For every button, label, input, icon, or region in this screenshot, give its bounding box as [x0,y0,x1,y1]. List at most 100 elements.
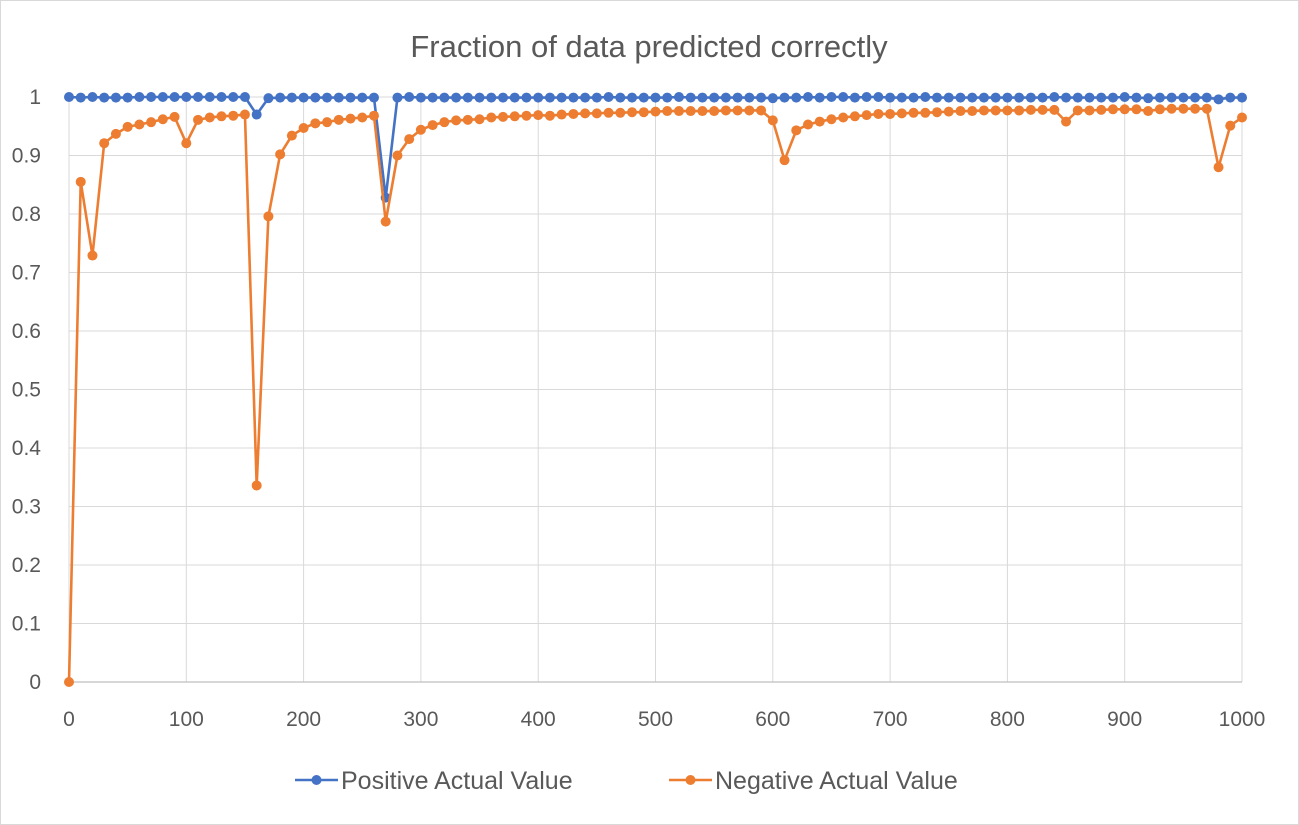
data-point [662,106,673,117]
data-point [404,92,415,102]
data-point [1154,104,1165,115]
x-tick-label: 1000 [1219,708,1266,731]
data-point [967,92,978,103]
data-point [333,114,344,125]
data-point [474,92,485,103]
data-point [498,111,509,122]
data-point [908,92,919,103]
data-point [486,92,497,103]
data-point [533,110,544,121]
data-point [1084,105,1095,116]
data-point [216,92,227,102]
data-point [591,108,602,119]
y-tick-label: 0 [29,671,41,694]
data-point [345,92,356,103]
series-negative [64,103,1247,687]
data-point [615,107,626,118]
data-point [1107,104,1118,115]
data-point [1154,92,1165,103]
data-point [357,92,368,103]
data-point [638,92,649,103]
data-point [169,111,180,122]
data-point [861,110,872,121]
data-point [392,92,403,103]
data-point [556,92,567,103]
data-point [1096,104,1107,115]
data-point [1213,162,1224,173]
y-tick-label: 0.8 [12,203,41,226]
data-point [415,92,426,103]
data-point [1119,104,1130,115]
data-point [1014,105,1025,116]
data-point [779,92,790,103]
data-point [392,150,403,161]
data-point [556,109,567,120]
data-point [896,92,907,103]
data-point [1166,103,1177,114]
data-point [1131,104,1142,115]
data-point [357,112,368,123]
data-point [673,106,684,117]
data-point [791,125,802,136]
data-point [1072,105,1083,116]
data-point [838,92,849,102]
legend-item: Positive Actual Value [295,767,573,795]
data-point [275,92,286,103]
data-point [181,138,192,149]
data-point [1037,104,1048,115]
data-point [146,92,157,102]
data-point [955,92,966,103]
data-point [1096,92,1107,103]
data-point [885,108,896,119]
data-point [251,109,262,120]
legend-marker [311,775,322,785]
data-point [779,155,790,166]
data-point [1025,104,1036,115]
data-point [122,121,133,132]
data-point [1061,116,1072,127]
data-point [685,92,696,103]
data-point [146,117,157,128]
data-point [838,112,849,123]
data-point [181,92,192,102]
data-point [64,677,74,687]
data-point [110,128,121,139]
data-point [509,111,520,122]
data-point [955,106,966,117]
data-point [110,92,121,103]
data-point [134,92,145,102]
data-point [978,105,989,116]
data-point [368,110,379,121]
y-tick-label: 0.2 [12,554,41,577]
data-point [404,134,415,145]
x-tick-label: 900 [1107,708,1142,731]
data-point [286,130,297,141]
data-point [99,92,110,103]
data-point [603,92,614,102]
legend-label: Negative Actual Value [715,767,958,795]
y-tick-label: 0.6 [12,320,41,343]
data-point [932,92,943,103]
data-point [521,92,532,103]
data-point [650,106,661,117]
data-point [580,92,591,103]
data-point [122,92,133,103]
legend-item: Negative Actual Value [669,767,958,795]
data-point [474,114,485,125]
data-point [920,92,931,102]
data-point [75,176,86,187]
data-point [1025,92,1036,103]
y-tick-label: 0.5 [12,379,41,402]
data-point [509,92,520,103]
data-point [662,92,673,103]
data-point [1201,92,1212,103]
data-point [345,113,356,124]
x-tick-label: 0 [63,708,75,731]
data-point [544,110,555,121]
data-point [732,92,743,103]
data-point [932,107,943,118]
x-tick-label: 100 [169,708,204,731]
data-point [333,92,344,103]
data-point [415,124,426,135]
